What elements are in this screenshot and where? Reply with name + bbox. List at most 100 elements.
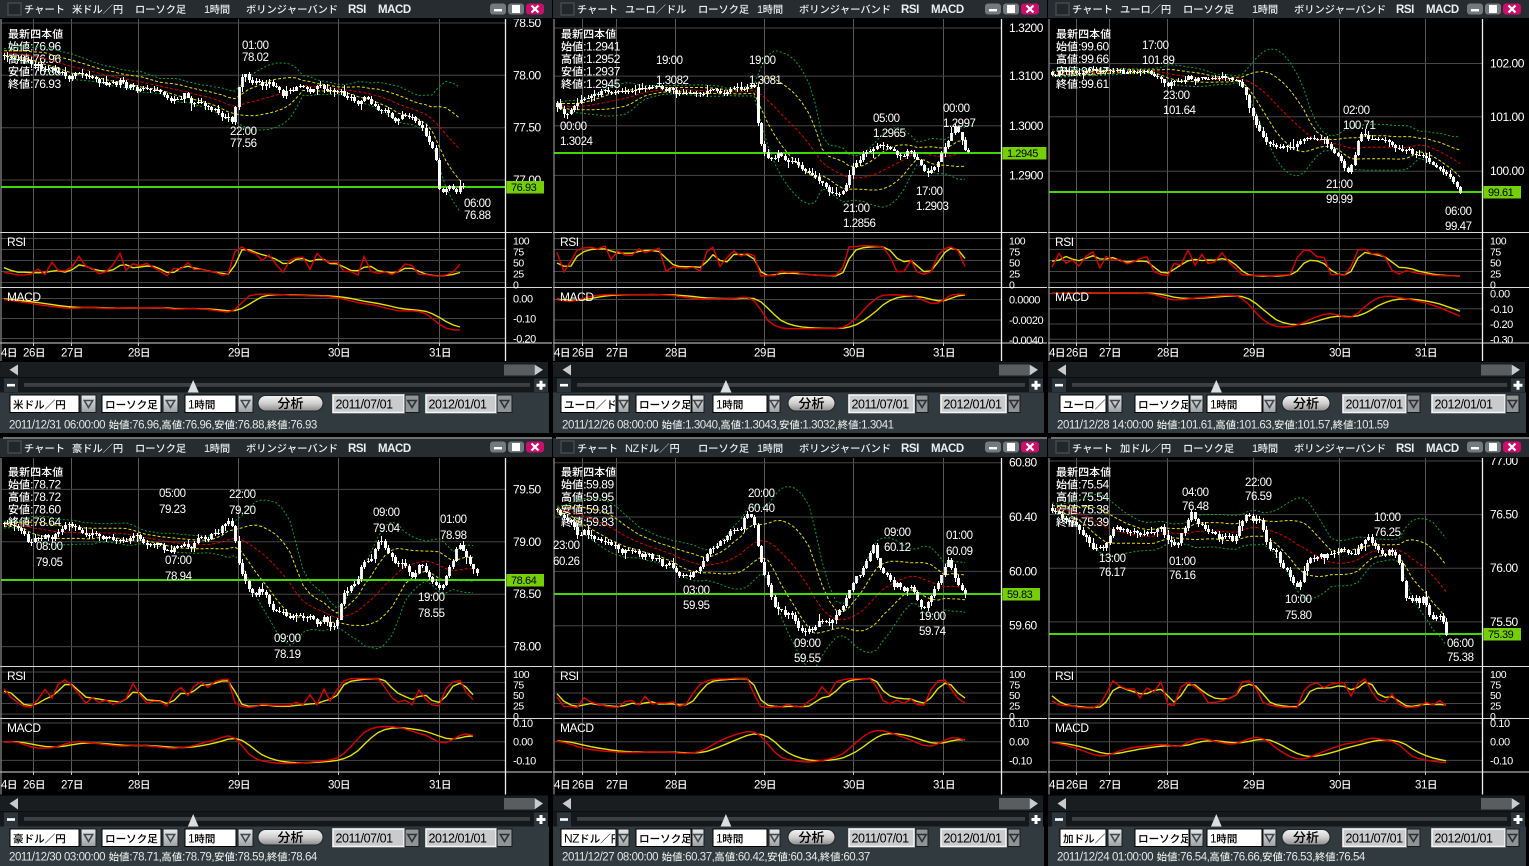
svg-text:0.10: 0.10 [513,718,533,730]
svg-text::76.88,: :76.88, [235,420,267,432]
svg-text:-0.30: -0.30 [1490,334,1513,346]
svg-text:101.00: 101.00 [1490,110,1525,124]
svg-text:76.48: 76.48 [1182,501,1209,513]
svg-text:30: 30 [328,780,340,792]
svg-text:06:00: 06:00 [1447,638,1474,650]
svg-text:4: 4 [554,780,561,792]
svg-text:1: 1 [1252,443,1258,455]
svg-text:1: 1 [757,4,763,16]
svg-text:19:00: 19:00 [749,55,776,67]
svg-text:0.00: 0.00 [1009,737,1029,749]
svg-text:75: 75 [1490,247,1501,259]
svg-text::78.72: :78.72 [30,490,61,504]
svg-text:26: 26 [23,780,35,792]
svg-text:2012/01/01: 2012/01/01 [1435,832,1494,846]
svg-text:RSI: RSI [7,235,26,249]
svg-text:50: 50 [513,258,524,270]
svg-text:2011/07/01: 2011/07/01 [336,398,394,412]
svg-text:50: 50 [1490,690,1501,702]
svg-text::59.95: :59.95 [583,490,614,504]
svg-text:0.10: 0.10 [1009,718,1029,730]
svg-text:79.04: 79.04 [373,523,401,535]
svg-text:75.50: 75.50 [1490,615,1519,629]
svg-text:00:00: 00:00 [560,121,587,133]
svg-text:31: 31 [933,780,945,792]
svg-text:100.00: 100.00 [1490,164,1525,178]
svg-text:01:00: 01:00 [1169,556,1196,568]
svg-text:1.2997: 1.2997 [943,118,976,130]
svg-text:28: 28 [665,348,677,360]
svg-text:28: 28 [1157,348,1169,360]
svg-text:22:00: 22:00 [229,489,256,501]
svg-text:76.59: 76.59 [1245,491,1272,503]
svg-text:RSI: RSI [1055,235,1074,249]
svg-text::60.42,: :60.42, [735,852,767,864]
svg-text:99.47: 99.47 [1445,221,1472,233]
svg-text:31: 31 [1415,348,1427,360]
svg-text:09:00: 09:00 [373,507,400,519]
svg-text:100: 100 [1490,236,1507,248]
svg-text:10:00: 10:00 [1285,594,1312,606]
svg-text:04:00: 04:00 [1182,487,1209,499]
svg-text::76.96: :76.96 [30,40,61,54]
svg-text::1.2945: :1.2945 [583,77,621,91]
svg-text:99.61: 99.61 [1488,187,1514,199]
svg-text:60.26: 60.26 [553,556,580,568]
svg-text:4: 4 [1049,780,1056,792]
svg-text:1.2856: 1.2856 [843,218,876,230]
svg-text:23:00: 23:00 [1163,90,1190,102]
svg-text::75.38: :75.38 [1078,503,1109,517]
svg-text:22:00: 22:00 [1245,477,1272,489]
svg-text:29: 29 [228,780,240,792]
svg-text:MACD: MACD [560,290,594,304]
svg-text::99.60: :99.60 [1078,40,1109,54]
svg-text:50: 50 [513,690,524,702]
svg-text:27: 27 [61,348,73,360]
svg-text:78.98: 78.98 [440,530,467,542]
svg-text:28: 28 [665,780,677,792]
svg-text:21:00: 21:00 [1326,179,1353,191]
svg-text:2011/07/01: 2011/07/01 [852,398,910,412]
svg-text:50: 50 [1009,258,1020,270]
svg-text:78.50: 78.50 [513,587,542,601]
svg-text::60.37,: :60.37, [682,852,714,864]
svg-text:25: 25 [1490,269,1501,281]
svg-text:MACD: MACD [560,721,594,735]
svg-text::78.59,: :78.59, [235,852,267,864]
svg-text:78.94: 78.94 [165,571,193,583]
svg-text:101.64: 101.64 [1163,105,1197,117]
svg-text:RSI: RSI [348,4,366,16]
svg-text:26: 26 [1066,348,1078,360]
svg-text:31: 31 [1415,780,1427,792]
svg-text::78.64: :78.64 [288,852,318,864]
svg-text:1.2965: 1.2965 [873,128,906,140]
svg-text:01:00: 01:00 [440,514,467,526]
svg-text:-0.10: -0.10 [1490,304,1513,316]
svg-text::76.96,: :76.96, [182,420,214,432]
svg-text:09:00: 09:00 [794,638,821,650]
svg-text:2011/12/24 01:00:00: 2011/12/24 01:00:00 [1057,852,1156,864]
svg-text:2011/12/31 06:00:00: 2011/12/31 06:00:00 [9,420,108,432]
svg-text:1.2945: 1.2945 [1007,148,1038,160]
svg-text:RSI: RSI [901,4,919,16]
svg-text:75: 75 [1009,247,1020,259]
svg-text:75.80: 75.80 [1285,610,1312,622]
svg-text:-0.0020: -0.0020 [1009,315,1043,327]
svg-text:60.40: 60.40 [748,503,775,515]
svg-text:60.00: 60.00 [1009,564,1038,578]
svg-text:03:00: 03:00 [683,585,710,597]
svg-text:09:00: 09:00 [274,633,301,645]
svg-text:50: 50 [1490,258,1501,270]
svg-text:00:00: 00:00 [943,103,970,115]
svg-text:31: 31 [933,348,945,360]
svg-text::76.93: :76.93 [288,420,317,432]
svg-text:1: 1 [716,832,723,846]
svg-text::76.66,: :76.66, [1230,852,1262,864]
svg-text::101.57,: :101.57, [1295,420,1333,432]
svg-text:2012/01/01: 2012/01/01 [1435,398,1494,412]
svg-text:31: 31 [429,780,441,792]
svg-text:01:00: 01:00 [242,40,269,52]
svg-text:100: 100 [1009,236,1026,248]
svg-text:RSI: RSI [1055,669,1074,683]
svg-text:MACD: MACD [378,4,411,16]
